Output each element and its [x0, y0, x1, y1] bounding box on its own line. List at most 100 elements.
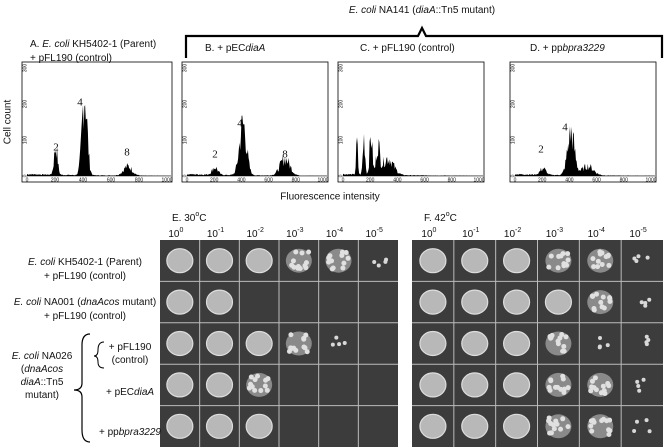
colony	[565, 424, 571, 430]
histogram-shape	[515, 126, 655, 176]
colony	[601, 305, 607, 311]
colony	[589, 378, 595, 384]
colony-spot	[461, 248, 489, 274]
label-line: + pECdiaA	[106, 387, 154, 398]
text-run: + pEC	[106, 387, 134, 398]
x-tick-label: 400	[79, 177, 88, 183]
group-bracket	[184, 25, 664, 58]
colony	[634, 419, 639, 424]
sub-brace	[93, 341, 105, 369]
plate-title-sup: o	[446, 211, 450, 218]
x-tick-label: 800	[135, 177, 144, 183]
label-line: D. + ppbpra3229	[530, 43, 605, 54]
text-run: B. + pEC	[205, 43, 245, 54]
label-line: C. + pFL190 (control)	[360, 43, 455, 54]
label-line: + ppbpra3229	[99, 427, 161, 438]
text-run: KH5402-1 (Parent)	[55, 257, 142, 268]
x-tick-label: 600	[264, 177, 273, 183]
dilution-exp: 0	[433, 227, 437, 234]
y-tick-label: 0	[22, 174, 28, 177]
dilution-exp: -1	[218, 227, 224, 234]
x-tick-label: 400	[237, 177, 246, 183]
dilution-label: 100	[168, 227, 183, 240]
colony	[295, 265, 301, 271]
colony	[546, 384, 552, 390]
colony	[591, 264, 597, 270]
label-line: (dnaAcos	[21, 364, 63, 375]
peak-label: 4	[237, 118, 243, 130]
colony	[560, 348, 566, 354]
colony-spot	[502, 248, 531, 274]
colony	[647, 297, 652, 302]
plate-title: E. 30oC	[172, 211, 207, 224]
text-run: NA141 (	[376, 5, 416, 16]
colony	[265, 376, 271, 382]
label-line: + pFL190 (control)	[30, 53, 112, 64]
label-line: E. coli KH5402-1 (Parent)	[28, 257, 142, 268]
x-tick-label: 0	[26, 177, 29, 183]
x-tick-label: 400	[393, 177, 402, 183]
colony	[594, 291, 600, 297]
colony	[339, 252, 345, 258]
label-line: diaA::Tn5	[21, 377, 64, 388]
dilution-exp: -3	[557, 227, 563, 234]
colony-spot	[166, 289, 194, 315]
colony	[593, 387, 599, 393]
colony-spot	[419, 330, 447, 357]
text-run: KH5402-1 (Parent)	[69, 39, 156, 50]
colony	[645, 255, 650, 260]
x-tick-label: 0	[514, 177, 517, 183]
colony	[342, 341, 347, 346]
y-tick-label: 0	[510, 174, 516, 177]
colony	[634, 259, 639, 264]
histogram-frame	[509, 61, 657, 183]
text-run: E. coli	[349, 5, 377, 16]
text-run: dnaAcos	[24, 364, 63, 375]
colony	[637, 388, 642, 393]
colony	[555, 265, 561, 271]
colony-spot	[502, 413, 531, 439]
text-run: mutant)	[119, 297, 156, 308]
colony	[546, 264, 552, 270]
colony	[548, 378, 554, 384]
colony	[557, 335, 563, 341]
text-run: E. coli	[28, 257, 56, 268]
dilution-base: 10	[421, 229, 433, 240]
colony-spot	[502, 330, 531, 357]
text-run: diaA	[416, 5, 436, 16]
colony	[595, 258, 601, 264]
colony-spot	[544, 289, 573, 315]
colony	[551, 426, 557, 432]
dilution-base: 10	[546, 229, 558, 240]
text-run: E. coli	[42, 39, 70, 50]
colony-spot	[205, 289, 234, 315]
dilution-label: 10-4	[588, 227, 605, 240]
plate-title-part: F. 42	[424, 213, 446, 224]
x-tick-label: 1000	[317, 177, 328, 183]
colony	[635, 379, 640, 384]
text-run: + pFL190 (control)	[44, 271, 126, 282]
x-tick-label: 1000	[161, 177, 172, 183]
colony	[553, 418, 559, 424]
colony	[606, 262, 612, 268]
colony	[262, 383, 268, 389]
colony	[606, 432, 612, 438]
text-run: + pFL190 (control)	[44, 311, 126, 322]
dilution-exp: 0	[179, 227, 183, 234]
colony	[589, 384, 595, 390]
text-run: + pp	[99, 427, 119, 438]
colony-spot	[419, 289, 447, 315]
y-tick-label: 300	[182, 64, 188, 73]
text-run: ::Tn5 mutant)	[436, 5, 495, 16]
dilution-exp: -2	[515, 227, 521, 234]
y-tick-label: 200	[338, 100, 344, 109]
text-run: bpra3229	[119, 427, 162, 438]
colony	[341, 260, 347, 266]
colony	[599, 250, 605, 256]
colony	[291, 264, 297, 270]
text-run: bpra3229	[563, 43, 606, 54]
colony-spot	[166, 330, 194, 357]
x-tick-label: 0	[342, 177, 345, 183]
colony	[302, 345, 308, 351]
colony	[258, 388, 264, 394]
